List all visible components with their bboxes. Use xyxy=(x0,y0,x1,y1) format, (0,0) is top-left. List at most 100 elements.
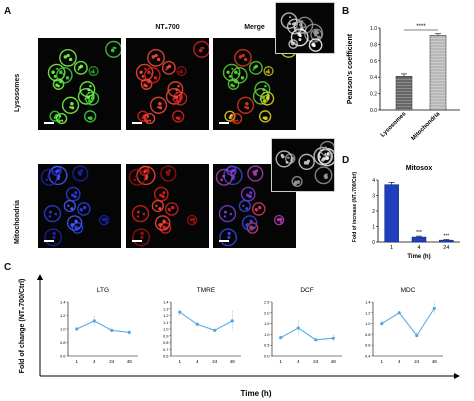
x-tick-label: 48 xyxy=(331,359,337,364)
cell-spot xyxy=(176,116,181,121)
column-header-nt8700: NT₈700 xyxy=(155,24,180,31)
cell-outline xyxy=(240,186,256,202)
cell-spot xyxy=(222,174,226,178)
cell-spot xyxy=(220,178,223,182)
cell-spot xyxy=(159,193,163,197)
cell-spot xyxy=(162,225,166,230)
cell-spot xyxy=(249,219,253,224)
y-tick-label: 1.1 xyxy=(163,320,169,325)
data-point xyxy=(432,306,436,311)
subplot-mdc: MDC 0.4 0.6 0.8 1.0 1.2 1.4 1 4 24 48 xyxy=(365,287,443,364)
x-tick-label: 24 xyxy=(109,359,115,364)
cell-spot xyxy=(298,38,302,42)
y-tick-label: 0.0 xyxy=(370,108,377,114)
cell-spot xyxy=(141,75,145,78)
column-header-merge: Merge xyxy=(244,24,265,31)
cell-outline xyxy=(44,228,63,247)
subplot-title: LTG xyxy=(97,287,109,294)
cell-spot xyxy=(177,84,180,88)
y-tick-label: 4 xyxy=(372,178,375,184)
cell-outline xyxy=(56,112,68,125)
cell-spot xyxy=(306,162,309,165)
cell-spot xyxy=(48,215,52,218)
cell-outline xyxy=(73,60,88,75)
cell-spot xyxy=(155,204,158,208)
y-tick-label: 0.5 xyxy=(264,343,270,348)
cell-outline xyxy=(241,215,258,231)
cell-outline xyxy=(313,146,333,166)
x-tick-label: 4 xyxy=(417,245,420,251)
cell-spot xyxy=(65,76,70,80)
cell-outline xyxy=(151,199,164,213)
cell-outline xyxy=(238,199,251,213)
data-point xyxy=(75,327,79,331)
cell-spot xyxy=(237,73,240,76)
cell-outline xyxy=(61,96,80,114)
y-tick-label: 0.6 xyxy=(365,343,371,348)
y-tick-label: 0.8 xyxy=(365,332,371,337)
cell-spot xyxy=(162,219,166,224)
cell-outline xyxy=(173,91,188,106)
cell-spot xyxy=(238,55,243,59)
cell-spot xyxy=(245,101,249,106)
cell-spot xyxy=(252,68,255,71)
bar xyxy=(411,236,427,243)
cell-spot xyxy=(233,115,237,118)
cell-spot xyxy=(178,70,181,73)
cell-spot xyxy=(156,57,161,62)
cell-spot xyxy=(303,26,306,29)
bar xyxy=(395,76,413,111)
cell-spot xyxy=(136,215,140,218)
cell-spot xyxy=(68,57,73,62)
cell-spot xyxy=(61,119,64,122)
cell-spot xyxy=(62,73,65,76)
cell-outline xyxy=(63,199,76,213)
cell-outline xyxy=(154,215,171,231)
cell-spot xyxy=(71,207,74,210)
cell-spot xyxy=(226,70,230,74)
cell-outline xyxy=(231,66,248,84)
cell-spot xyxy=(267,68,270,71)
cell-spot xyxy=(149,119,152,122)
y-tick-label: 1.4 xyxy=(60,300,66,305)
cell-spot xyxy=(189,217,194,222)
significance-label: *** xyxy=(416,230,422,236)
significance-label: **** xyxy=(416,24,426,30)
cell-outline xyxy=(231,112,243,125)
cell-spot xyxy=(168,209,171,212)
cell-outline xyxy=(227,78,240,90)
cell-spot xyxy=(200,46,203,49)
cell-outline xyxy=(193,40,209,58)
category-label: Mitochondria xyxy=(411,111,442,142)
cell-outline xyxy=(251,202,266,216)
cell-spot xyxy=(325,156,330,160)
micrograph-lysosomes-green xyxy=(38,38,121,130)
cell-spot xyxy=(245,223,250,227)
cell-outline xyxy=(161,60,176,75)
cell-spot xyxy=(55,83,59,87)
data-point xyxy=(178,310,182,314)
cell-outline xyxy=(247,165,264,182)
cell-outline xyxy=(222,63,241,82)
cell-outline xyxy=(263,65,274,77)
cell-spot xyxy=(74,191,78,195)
cell-spot xyxy=(242,204,245,208)
subplot-dcf: DCF 0.0 0.5 1.0 1.5 2.0 2.5 1 4 24 48 xyxy=(264,287,342,364)
cell-spot xyxy=(87,88,90,91)
cell-spot xyxy=(267,70,270,74)
data-point xyxy=(92,319,96,323)
cell-spot xyxy=(288,22,292,25)
x-tick-label: 4 xyxy=(93,359,96,364)
cell-spot xyxy=(303,161,308,165)
cell-outline xyxy=(234,48,252,67)
cell-spot xyxy=(246,193,250,197)
cell-spot xyxy=(141,235,144,238)
chart-c-fold-change: Fold of change (NT₈700/Ctrl) Time (h) LTG 0… xyxy=(19,274,460,398)
cell-spot xyxy=(162,191,166,195)
micrograph-lysosomes-red xyxy=(126,38,209,130)
panel-d-letter: D xyxy=(342,155,350,166)
subplot-ltg: LTG 0.6 0.8 1.0 1.2 1.4 1 4 24 48 xyxy=(60,287,138,364)
cell-spot xyxy=(74,219,78,224)
data-point xyxy=(110,328,114,332)
cell-spot xyxy=(143,83,147,87)
